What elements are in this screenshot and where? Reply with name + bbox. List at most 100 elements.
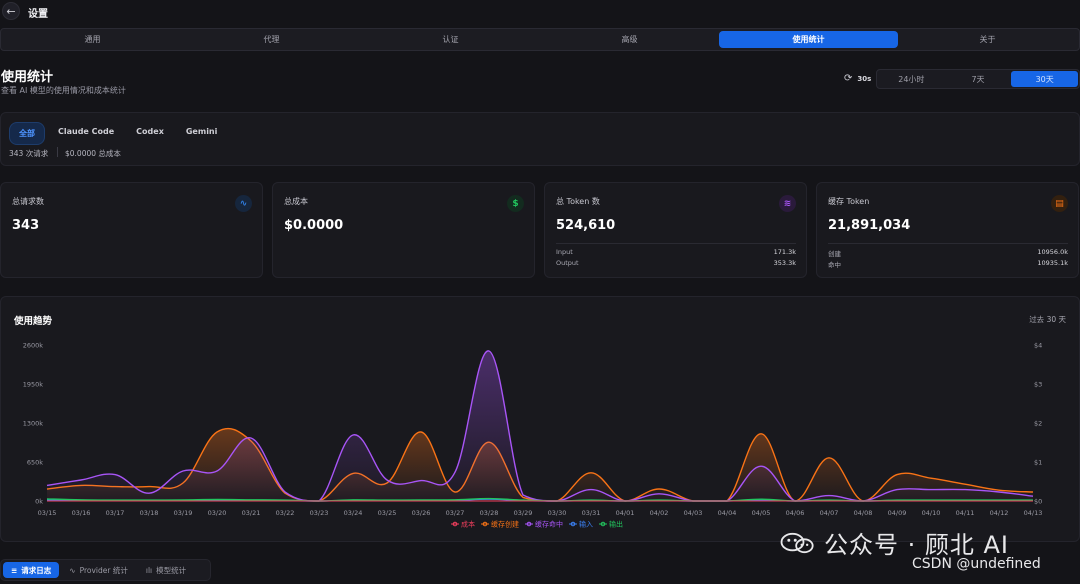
stat-divider xyxy=(57,147,58,157)
x-tick-label: 04/13 xyxy=(1024,509,1043,517)
row-value: 10935.1k xyxy=(1037,259,1068,267)
x-tick-label: 04/01 xyxy=(616,509,635,517)
dollar-icon: $ xyxy=(507,195,524,212)
y-left-tick-label: 1300k xyxy=(23,420,44,428)
tab-model-stats[interactable]: ılı 模型统计 xyxy=(138,562,194,578)
filter-all[interactable]: 全部 xyxy=(9,122,45,145)
y-left-tick-label: 0k xyxy=(35,498,43,506)
app-filter-tabs: 全部 Claude Code Codex Gemini xyxy=(9,122,226,145)
settings-tabs: 通用 代理 认证 高级 使用统计 关于 xyxy=(0,28,1080,51)
filter-gemini[interactable]: Gemini xyxy=(185,127,218,136)
legend-swatch-marker xyxy=(570,521,576,527)
auto-refresh-toggle[interactable]: ⟳ 30s xyxy=(844,73,871,84)
tab-proxy[interactable]: 代理 xyxy=(263,35,280,44)
x-tick-label: 03/27 xyxy=(446,509,465,517)
card-total-requests: 总请求数 343 ∿ xyxy=(0,182,263,278)
y-right-tick-label: $3 xyxy=(1034,381,1042,389)
layers-icon: ≋ xyxy=(779,195,796,212)
card-cache-tokens: 缓存 Token 21,891,034 ▤ 创建 10956.0k 命中 109… xyxy=(816,182,1079,278)
tab-provider-stats[interactable]: ∿ Provider 统计 xyxy=(61,562,136,578)
cache-create-row: 创建 10956.0k xyxy=(828,248,1068,258)
page-subtitle: 查看 AI 模型的使用情况和成本统计 xyxy=(1,86,126,95)
x-tick-label: 03/24 xyxy=(344,509,363,517)
series-area xyxy=(47,350,1033,501)
chart-range-label: 过去 30 天 xyxy=(1029,315,1066,324)
row-label: Output xyxy=(556,259,579,267)
arrow-left-icon: ← xyxy=(6,4,16,18)
card-label: 总请求数 xyxy=(12,197,44,206)
card-value: 21,891,034 xyxy=(828,218,911,233)
filter-claude-code[interactable]: Claude Code xyxy=(58,127,115,136)
x-tick-label: 03/28 xyxy=(480,509,499,517)
tab-usage-stats[interactable]: 使用统计 xyxy=(719,31,898,48)
chart-title: 使用趋势 xyxy=(14,316,53,327)
x-tick-label: 03/26 xyxy=(412,509,431,517)
cache-hit-row: 命中 10935.1k xyxy=(828,259,1068,269)
card-value: $0.0000 xyxy=(284,218,344,233)
x-tick-label: 03/23 xyxy=(310,509,329,517)
x-tick-label: 04/05 xyxy=(752,509,771,517)
card-divider xyxy=(828,243,1068,244)
page-title: 使用统计 xyxy=(1,70,54,85)
refresh-interval: 30s xyxy=(857,74,872,83)
card-label: 总 Token 数 xyxy=(556,197,600,206)
x-tick-label: 03/30 xyxy=(548,509,567,517)
row-value: 353.3k xyxy=(773,259,796,267)
x-tick-label: 04/09 xyxy=(888,509,907,517)
tab-auth[interactable]: 认证 xyxy=(442,35,459,44)
legend-label: 输出 xyxy=(609,520,623,529)
y-left-tick-label: 2600k xyxy=(23,342,44,350)
tab-general[interactable]: 通用 xyxy=(84,35,101,44)
x-tick-label: 03/15 xyxy=(38,509,57,517)
watermark-text: 公众号 · 顾北 AI xyxy=(824,531,1010,559)
range-30d[interactable]: 30天 xyxy=(1011,71,1079,87)
x-tick-label: 03/19 xyxy=(174,509,193,517)
tab-label: Provider 统计 xyxy=(79,565,128,575)
legend-swatch-marker xyxy=(452,521,458,527)
legend-label: 缓存命中 xyxy=(535,520,563,529)
x-tick-label: 03/22 xyxy=(276,509,295,517)
card-value: 524,610 xyxy=(556,218,616,233)
database-icon: ▤ xyxy=(1051,195,1068,212)
row-value: 10956.0k xyxy=(1037,248,1068,256)
time-range-selector: 24小时 7天 30天 xyxy=(876,69,1080,89)
y-left-tick-label: 650k xyxy=(27,459,43,467)
activity-icon: ∿ xyxy=(235,195,252,212)
back-button[interactable]: ← xyxy=(2,2,20,20)
x-tick-label: 03/17 xyxy=(106,509,125,517)
x-tick-label: 03/18 xyxy=(140,509,159,517)
range-24h[interactable]: 24小时 xyxy=(898,74,925,84)
range-7d[interactable]: 7天 xyxy=(971,74,985,84)
x-tick-label: 04/03 xyxy=(684,509,703,517)
tab-label: 模型统计 xyxy=(156,565,187,575)
legend-swatch-marker xyxy=(482,521,488,527)
card-value: 343 xyxy=(12,218,40,233)
x-tick-label: 04/11 xyxy=(956,509,975,517)
usage-trend-chart[interactable]: 0k 650k 1300k 1950k 2600k $0 $1 $2 $3 $4 03/15 03/1… xyxy=(1,297,1079,541)
card-total-tokens: 总 Token 数 524,610 ≋ Input 171.3k Output … xyxy=(544,182,807,278)
card-total-cost: 总成本 $0.0000 $ xyxy=(272,182,535,278)
tab-about[interactable]: 关于 xyxy=(979,35,996,44)
wechat-logo-icon xyxy=(780,532,814,553)
row-label: 命中 xyxy=(828,261,841,269)
watermark: 公众号 · 顾北 AI xyxy=(778,525,1009,560)
card-label: 总成本 xyxy=(284,197,308,206)
legend-label: 缓存创建 xyxy=(491,520,519,529)
trend-icon: ∿ xyxy=(69,565,76,575)
x-tick-label: 03/20 xyxy=(208,509,227,517)
legend-swatch-marker xyxy=(600,521,606,527)
app-filter-card: 全部 Claude Code Codex Gemini 343 次请求 $0.0… xyxy=(0,112,1080,166)
refresh-icon: ⟳ xyxy=(844,73,853,84)
card-divider xyxy=(556,243,796,244)
x-tick-label: 03/16 xyxy=(72,509,91,517)
x-tick-label: 04/10 xyxy=(922,509,941,517)
tab-request-log[interactable]: ≡ 请求日志 xyxy=(3,562,60,578)
token-output-row: Output 353.3k xyxy=(556,259,796,267)
x-tick-label: 03/21 xyxy=(242,509,261,517)
filter-codex[interactable]: Codex xyxy=(136,127,164,136)
detail-tabs: ≡ 请求日志 ∿ Provider 统计 ılı 模型统计 xyxy=(0,559,211,581)
x-tick-label: 04/12 xyxy=(990,509,1009,517)
y-right-tick-label: $0 xyxy=(1034,498,1042,506)
tab-advanced[interactable]: 高级 xyxy=(621,35,638,44)
y-left-tick-label: 1950k xyxy=(23,381,44,389)
